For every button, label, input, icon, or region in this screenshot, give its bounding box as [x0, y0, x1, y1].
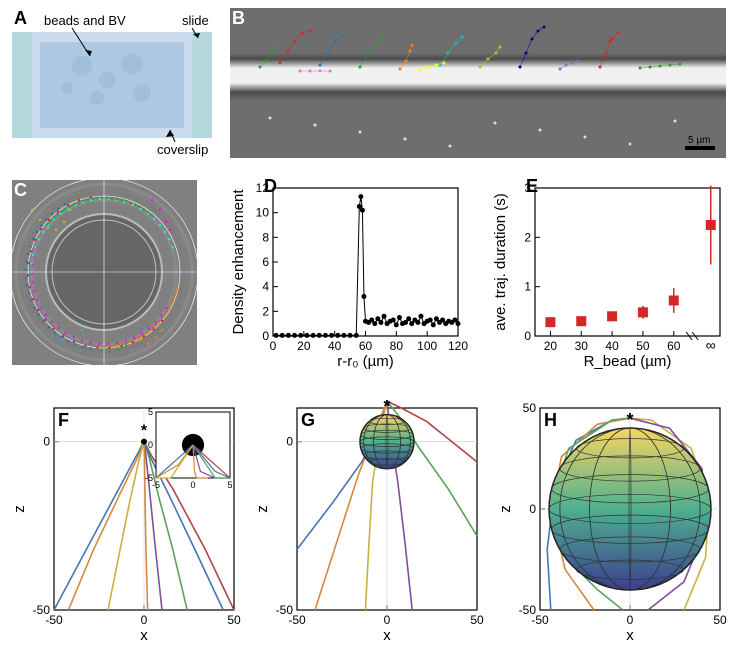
svg-text:0: 0 — [384, 613, 391, 627]
svg-text:z: z — [498, 505, 514, 513]
panel-c-micrograph — [12, 180, 197, 365]
svg-text:-50: -50 — [276, 603, 294, 617]
panel-h: H -50050500-50xz* — [498, 400, 733, 650]
svg-text:60: 60 — [359, 339, 373, 353]
svg-text:-50: -50 — [33, 603, 51, 617]
panel-b: B 5 µm — [230, 8, 726, 158]
panel-c: C — [12, 180, 197, 365]
svg-text:10: 10 — [256, 206, 270, 220]
annotation-beads: beads and BV — [44, 13, 126, 28]
svg-text:-5: -5 — [152, 480, 160, 490]
svg-text:ave. traj. duration (s): ave. traj. duration (s) — [492, 193, 509, 331]
svg-text:z: z — [12, 505, 28, 513]
svg-text:0: 0 — [627, 613, 634, 627]
panel-f: F -50050-500xz*-505-505 — [12, 400, 247, 650]
panel-e: E 20304050600123R_bead (µm)ave. traj. du… — [480, 180, 730, 375]
svg-text:0: 0 — [529, 502, 536, 516]
svg-text:x: x — [626, 627, 634, 644]
panel-g: G -50050-500xz* — [255, 400, 490, 650]
svg-text:20: 20 — [544, 339, 558, 353]
panel-g-chart: -50050-500xz* — [255, 400, 490, 650]
svg-text:80: 80 — [390, 339, 404, 353]
panel-f-chart: -50050-500xz*-505-505 — [12, 400, 247, 650]
svg-text:0: 0 — [190, 480, 195, 490]
svg-text:20: 20 — [297, 339, 311, 353]
svg-text:100: 100 — [417, 339, 437, 353]
svg-text:0: 0 — [148, 440, 153, 450]
svg-text:*: * — [383, 400, 390, 417]
panel-e-chart: 20304050600123R_bead (µm)ave. traj. dura… — [480, 180, 730, 375]
svg-text:60: 60 — [667, 339, 681, 353]
svg-text:*: * — [141, 423, 148, 440]
svg-text:120: 120 — [448, 339, 468, 353]
panel-d: D 020406080100120024681012r-r₀ (µm)Densi… — [218, 180, 468, 375]
svg-text:x: x — [383, 627, 391, 644]
svg-text:40: 40 — [328, 339, 342, 353]
svg-text:2: 2 — [524, 230, 531, 244]
svg-text:50: 50 — [523, 401, 537, 415]
svg-text:-50: -50 — [519, 603, 537, 617]
svg-text:6: 6 — [262, 255, 269, 269]
svg-text:0: 0 — [43, 435, 50, 449]
annotation-slide: slide — [182, 13, 209, 28]
svg-text:0: 0 — [262, 329, 269, 343]
panel-h-chart: -50050500-50xz* — [498, 400, 733, 650]
panel-a-label: A — [14, 8, 27, 29]
svg-text:5: 5 — [148, 407, 153, 417]
panel-b-label: B — [232, 8, 245, 29]
svg-text:5 µm: 5 µm — [688, 135, 710, 146]
svg-text:50: 50 — [227, 613, 241, 627]
svg-text:0: 0 — [524, 329, 531, 343]
svg-text:x: x — [140, 627, 148, 644]
svg-text:0: 0 — [141, 613, 148, 627]
svg-text:30: 30 — [575, 339, 589, 353]
svg-text:50: 50 — [636, 339, 650, 353]
svg-text:0: 0 — [286, 435, 293, 449]
svg-text:50: 50 — [470, 613, 484, 627]
panel-a-diagram — [12, 8, 212, 158]
panel-e-label: E — [526, 176, 538, 197]
panel-c-label: C — [14, 180, 27, 201]
panel-d-chart: 020406080100120024681012r-r₀ (µm)Density… — [218, 180, 468, 375]
panel-d-label: D — [264, 176, 277, 197]
svg-text:0: 0 — [270, 339, 277, 353]
panel-h-label: H — [544, 410, 557, 431]
svg-text:1: 1 — [524, 280, 531, 294]
panel-g-label: G — [301, 410, 315, 431]
panel-a: A beads and BV slide coverslip — [12, 8, 212, 158]
svg-text:40: 40 — [605, 339, 619, 353]
panel-f-label: F — [58, 410, 69, 431]
svg-text:2: 2 — [262, 304, 269, 318]
svg-text:50: 50 — [713, 613, 727, 627]
svg-text:Density enhancement: Density enhancement — [230, 189, 247, 335]
annotation-coverslip: coverslip — [157, 142, 208, 157]
svg-text:8: 8 — [262, 230, 269, 244]
svg-text:R_bead (µm): R_bead (µm) — [584, 353, 672, 370]
svg-text:∞: ∞ — [706, 337, 716, 353]
svg-text:-5: -5 — [145, 473, 153, 483]
svg-text:4: 4 — [262, 280, 269, 294]
svg-text:z: z — [255, 505, 271, 513]
svg-text:5: 5 — [227, 480, 232, 490]
svg-text:r-r₀ (µm): r-r₀ (µm) — [337, 353, 394, 370]
svg-text:*: * — [626, 410, 633, 430]
panel-b-micrograph: 5 µm — [230, 8, 726, 158]
